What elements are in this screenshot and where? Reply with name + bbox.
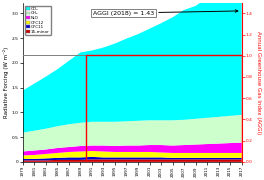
- Legend: CO₂, CH₄, N₂O, CFC12, CFC11, 15-minor: CO₂, CH₄, N₂O, CFC12, CFC11, 15-minor: [25, 6, 51, 35]
- Y-axis label: Radiative Forcing (W m⁻²): Radiative Forcing (W m⁻²): [3, 47, 10, 118]
- Y-axis label: Annual Greenhouse Gas Index (AGGI): Annual Greenhouse Gas Index (AGGI): [256, 31, 261, 134]
- Bar: [86, 55, 242, 162]
- Text: AGGI (2018) = 1.43: AGGI (2018) = 1.43: [93, 10, 238, 16]
